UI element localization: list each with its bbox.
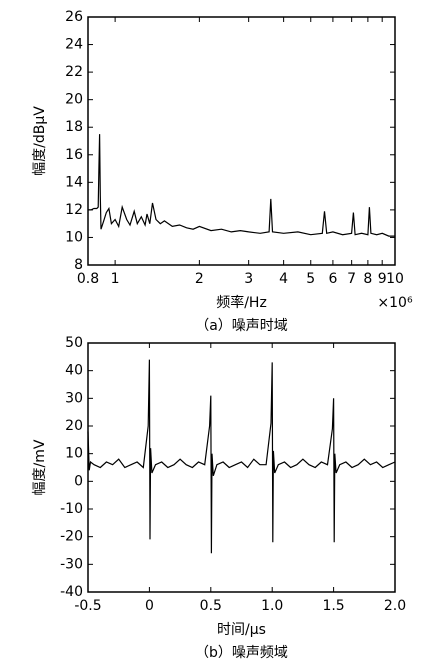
x-axis-label: 时间/μs bbox=[217, 622, 266, 638]
x-axis-label: 频率/Hz bbox=[216, 294, 267, 311]
y-tick-label: 22 bbox=[65, 64, 83, 80]
x-tick-label: 4 bbox=[279, 271, 288, 287]
x-tick-label: -0.5 bbox=[74, 598, 101, 614]
y-tick-label: 20 bbox=[65, 418, 83, 434]
y-tick-label: 30 bbox=[65, 390, 83, 406]
y-tick-label: 24 bbox=[65, 37, 83, 53]
data-line bbox=[88, 134, 395, 237]
y-tick-label: 50 bbox=[65, 335, 83, 351]
x-tick-label: 5 bbox=[306, 271, 315, 287]
y-tick-label: 8 bbox=[74, 257, 83, 273]
y-tick-label: 12 bbox=[65, 202, 83, 218]
x-tick-label: 9 bbox=[378, 271, 387, 287]
y-tick-label: -10 bbox=[60, 501, 83, 517]
y-tick-label: 14 bbox=[65, 174, 83, 190]
x-tick-label: 2.0 bbox=[384, 598, 406, 614]
x-tick-label: 10 bbox=[386, 271, 404, 287]
x-tick-label: 0 bbox=[145, 598, 154, 614]
x-tick-label: 1.5 bbox=[322, 598, 344, 614]
y-axis-label: 幅度/mV bbox=[32, 439, 48, 495]
y-tick-label: 16 bbox=[65, 147, 83, 163]
x-multiplier: ×10⁶ bbox=[377, 295, 413, 311]
x-tick-label: 3 bbox=[244, 271, 253, 287]
y-tick-label: 18 bbox=[65, 119, 83, 135]
y-tick-label: 0 bbox=[74, 473, 83, 489]
x-tick-label: 1 bbox=[111, 271, 120, 287]
x-tick-label: 1.0 bbox=[261, 598, 283, 614]
y-tick-label: 26 bbox=[65, 9, 83, 25]
y-tick-label: 10 bbox=[65, 446, 83, 462]
x-tick-label: 0.8 bbox=[77, 271, 99, 287]
y-tick-label: -40 bbox=[60, 584, 83, 600]
x-tick-label: 2 bbox=[195, 271, 204, 287]
y-tick-label: -20 bbox=[60, 529, 83, 545]
data-line bbox=[87, 359, 396, 554]
x-tick-label: 0.5 bbox=[200, 598, 222, 614]
caption: （a）噪声时域 bbox=[195, 318, 288, 334]
x-tick-label: 6 bbox=[328, 271, 337, 287]
y-axis-label: 幅度/dBμV bbox=[32, 106, 48, 176]
x-tick-label: 7 bbox=[347, 271, 356, 287]
plot-frame bbox=[87, 16, 396, 266]
y-tick-label: 40 bbox=[65, 363, 83, 379]
y-tick-label: 10 bbox=[65, 229, 83, 245]
caption: （b）噪声频域 bbox=[195, 645, 288, 661]
y-tick-label: -30 bbox=[60, 556, 83, 572]
plot-frame bbox=[87, 342, 396, 593]
x-tick-label: 8 bbox=[363, 271, 372, 287]
y-tick-label: 20 bbox=[65, 92, 83, 108]
